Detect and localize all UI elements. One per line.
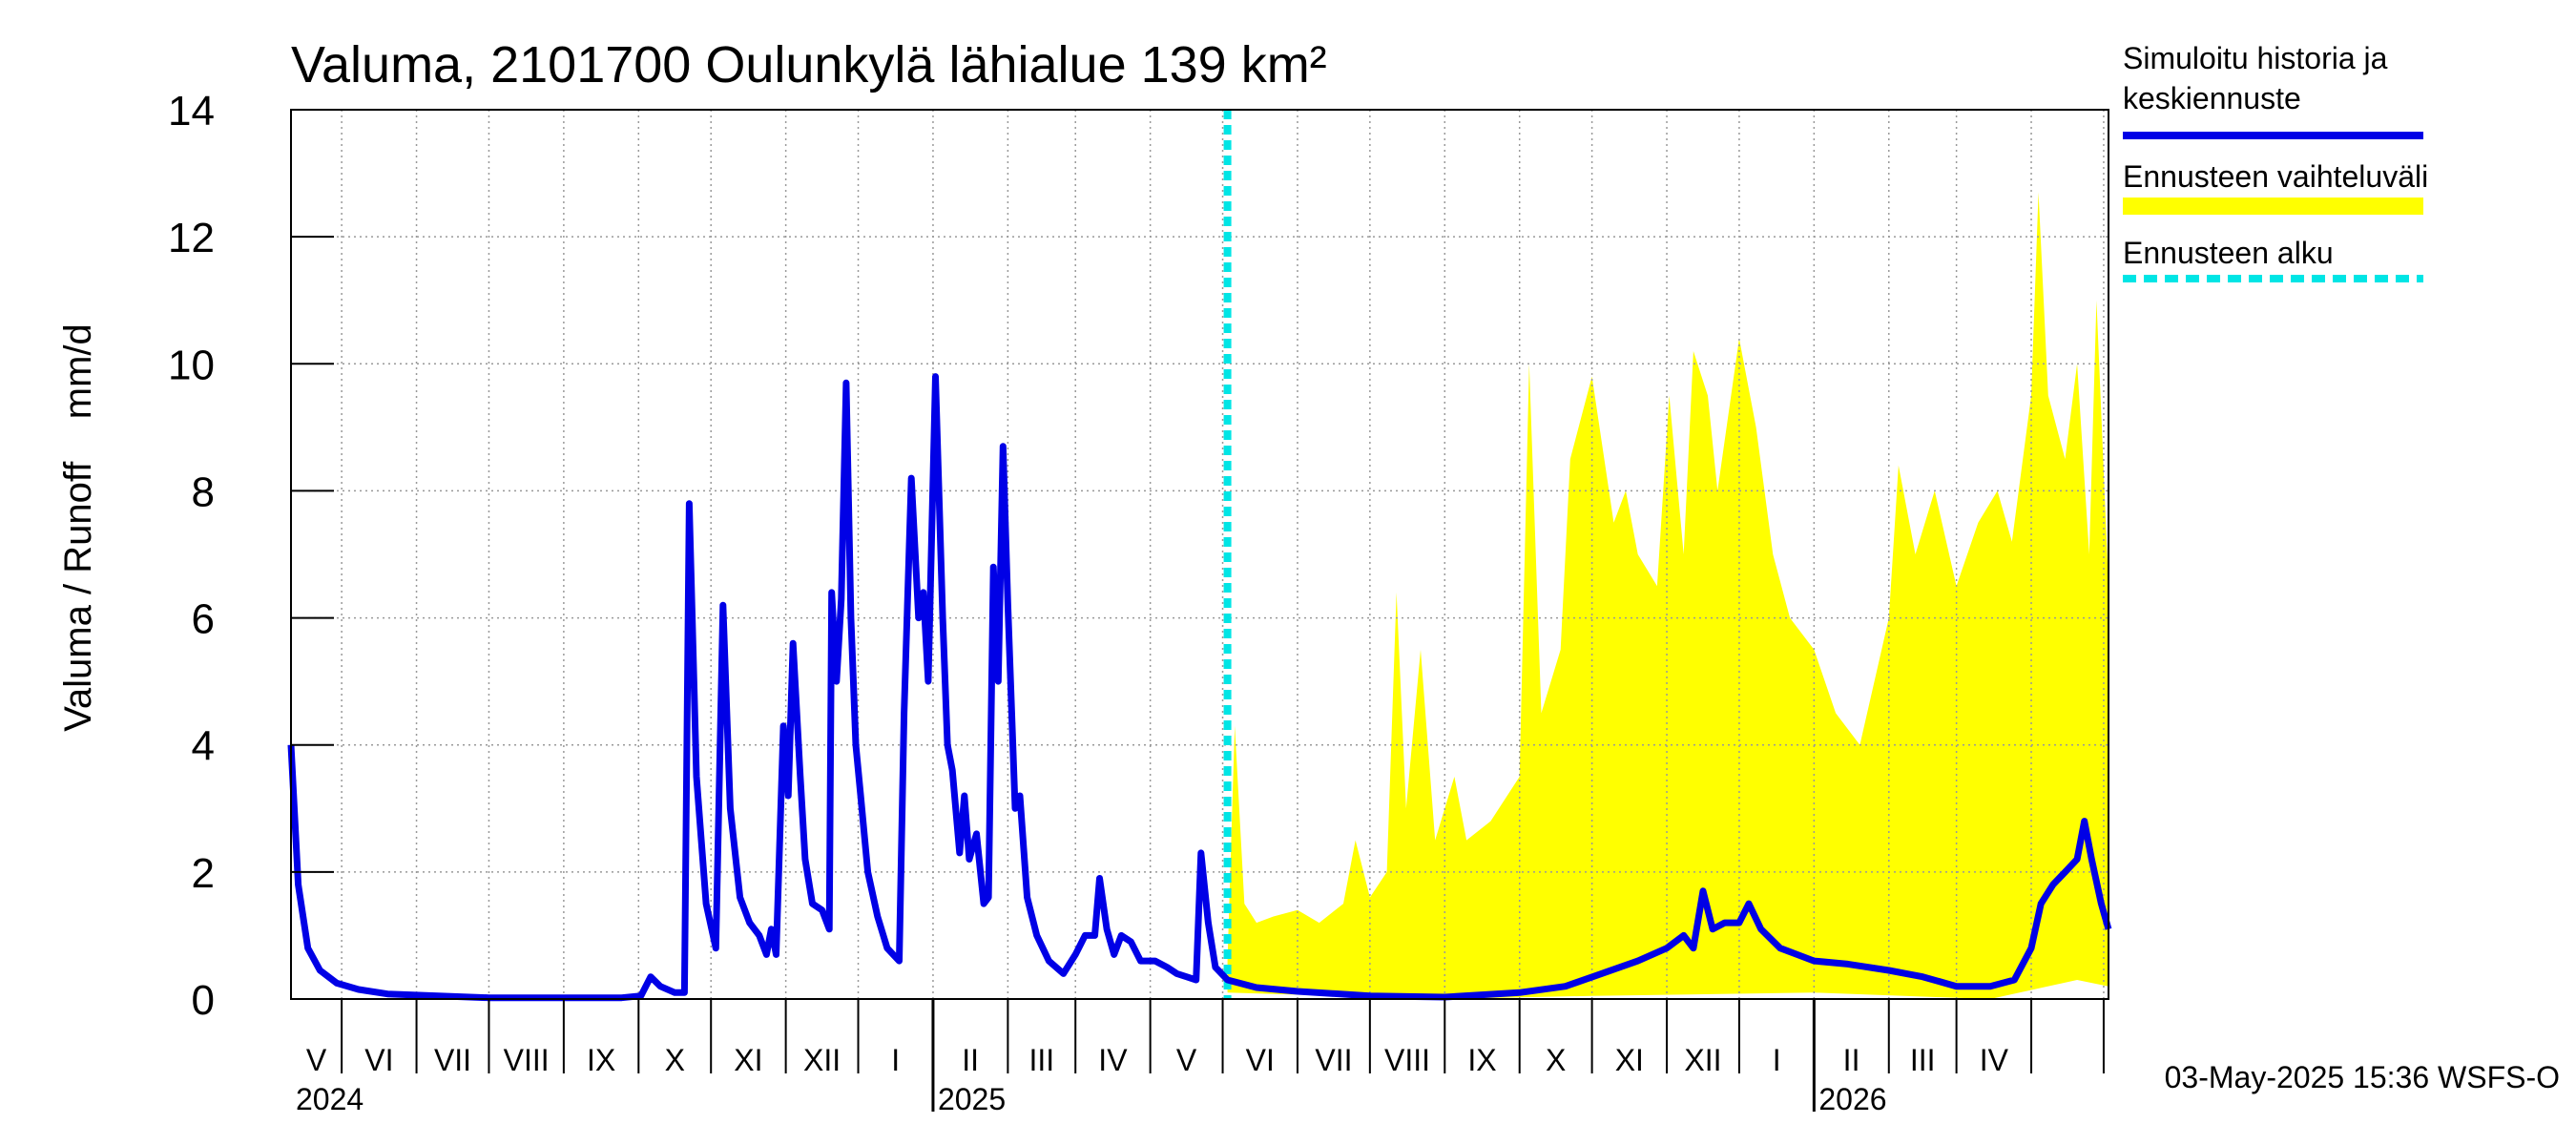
month-label: XII — [1684, 1043, 1721, 1077]
history-and-mean-forecast-line — [287, 373, 2112, 1002]
month-label: II — [1843, 1043, 1860, 1077]
y-axis: 0 2 4 6 8 10 12 14 — [168, 88, 334, 1024]
legend-label: Simuloitu historia ja — [2123, 41, 2388, 75]
month-label: IV — [1980, 1043, 2009, 1077]
month-label: V — [306, 1043, 327, 1077]
chart-title: Valuma, 2101700 Oulunkylä lähialue 139 k… — [291, 36, 1327, 94]
month-label: III — [1910, 1043, 1936, 1077]
y-tick-label: 12 — [168, 215, 215, 261]
month-label: XI — [734, 1043, 762, 1077]
month-label: VIII — [1384, 1043, 1430, 1077]
legend-label: keskiennuste — [2123, 81, 2301, 115]
month-label: III — [1028, 1043, 1054, 1077]
legend-label: Ennusteen vaihteluväli — [2123, 159, 2428, 194]
month-label: V — [1176, 1043, 1197, 1077]
month-label: I — [891, 1043, 900, 1077]
year-label: 2026 — [1818, 1082, 1886, 1116]
year-label: 2024 — [296, 1082, 364, 1116]
month-label: VIII — [504, 1043, 550, 1077]
month-label: II — [962, 1043, 979, 1077]
month-label: X — [665, 1043, 685, 1077]
month-label: XI — [1615, 1043, 1644, 1077]
legend-label: Ennusteen alku — [2123, 236, 2334, 270]
x-axis: V VI VII VIII IX X XI XII I II III IV V VI VII VIII IX X X… — [296, 999, 2105, 1116]
month-label: X — [1546, 1043, 1566, 1077]
year-label: 2025 — [938, 1082, 1006, 1116]
timestamp: 03-May-2025 15:36 WSFS-O — [2165, 1060, 2560, 1094]
month-label: VI — [364, 1043, 393, 1077]
y-tick-label: 8 — [192, 468, 215, 515]
y-tick-label: 0 — [192, 977, 215, 1024]
legend-swatch-band — [2123, 198, 2423, 215]
month-label: IV — [1098, 1043, 1128, 1077]
legend: Simuloitu historia ja keskiennuste Ennuste… — [2123, 41, 2428, 282]
forecast-band-area — [1227, 192, 2109, 999]
month-label: IX — [587, 1043, 615, 1077]
history-series-line — [287, 373, 2112, 1002]
y-tick-label: 6 — [192, 596, 215, 643]
month-label: VII — [1315, 1043, 1352, 1077]
y-tick-label: 14 — [168, 88, 215, 135]
plot-frame — [290, 109, 2109, 1000]
month-label: IX — [1467, 1043, 1496, 1077]
month-label: XII — [803, 1043, 841, 1077]
month-label: I — [1773, 1043, 1781, 1077]
y-tick-label: 10 — [168, 342, 215, 388]
month-label: VI — [1246, 1043, 1275, 1077]
y-axis-label: Valuma / Runoff mm/d — [57, 323, 99, 732]
month-label: VII — [434, 1043, 471, 1077]
y-tick-label: 2 — [192, 850, 215, 897]
forecast-range-band — [1227, 192, 2109, 999]
y-tick-label: 4 — [192, 723, 215, 770]
